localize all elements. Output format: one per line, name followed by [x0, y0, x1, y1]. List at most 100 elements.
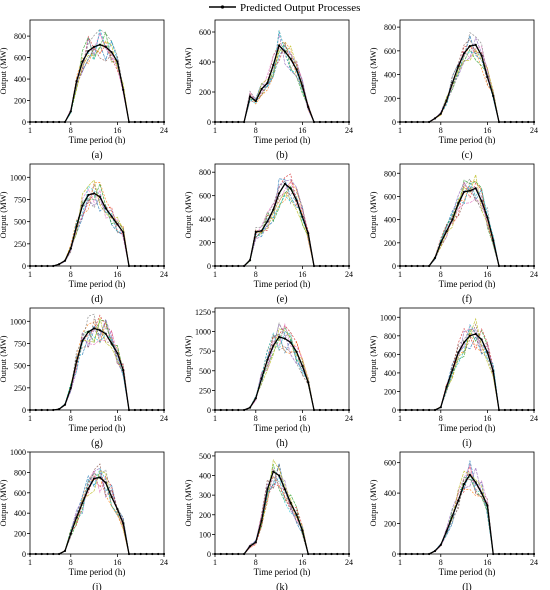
scenario-line: [30, 40, 164, 122]
scenario-line: [215, 192, 349, 266]
predicted-point: [116, 60, 119, 64]
scenario-line: [30, 329, 164, 410]
predicted-point: [457, 499, 460, 502]
scenario-line: [215, 464, 349, 554]
scenario-line: [215, 476, 349, 554]
scenario-line: [215, 322, 349, 410]
predicted-line: [400, 44, 534, 123]
scenario-line: [215, 33, 349, 122]
scenario-line: [30, 476, 164, 554]
y-tick-label: 400: [199, 472, 211, 481]
x-tick-label: 16: [113, 126, 121, 135]
predicted-point: [439, 112, 442, 115]
x-tick-label: 1: [28, 126, 32, 135]
predicted-point: [248, 545, 252, 548]
predicted-point: [110, 51, 113, 54]
y-axis-label: Output (MW): [368, 191, 378, 238]
y-axis-label: Output (MW): [183, 335, 193, 382]
y-tick-label: 400: [384, 216, 396, 225]
chart-legend: Predicted Output Processes: [209, 2, 360, 14]
y-tick-label: 400: [199, 58, 211, 67]
predicted-point: [439, 241, 442, 244]
x-tick-label: 8: [69, 414, 73, 423]
predicted-point: [254, 541, 257, 544]
y-axis-label: Output (MW): [0, 47, 8, 94]
x-axis-label: Time period (h): [254, 135, 311, 145]
y-tick-label: 200: [14, 530, 26, 539]
predicted-point: [301, 84, 304, 88]
y-tick-label: 400: [14, 75, 26, 84]
y-tick-label: 250: [14, 240, 26, 249]
predicted-point: [480, 492, 483, 495]
y-tick-label: 100: [199, 530, 211, 539]
chart-panel: 1 8 16 24 0 200 400 600 800 Output (MW) Time perio…: [183, 163, 353, 305]
plot-frame: [214, 451, 350, 555]
scenario-line: [400, 185, 534, 266]
scenario-line: [400, 478, 534, 554]
plot-frame: [214, 19, 350, 123]
predicted-point: [81, 204, 84, 207]
scenario-line: [400, 328, 534, 410]
x-tick-label: 1: [213, 126, 217, 135]
scenario-line: [30, 470, 164, 554]
scenario-line: [30, 318, 164, 410]
predicted-line: [30, 44, 164, 123]
scenario-line: [215, 179, 349, 266]
scenario-line: [400, 466, 534, 554]
scenario-lines: [215, 30, 349, 122]
scenario-line: [30, 463, 164, 554]
scenario-line: [30, 39, 164, 122]
panel-label: (f): [462, 294, 472, 305]
predicted-point: [254, 397, 257, 400]
y-tick-label: 0: [22, 262, 26, 271]
predicted-line: [215, 336, 349, 411]
y-axis-label: Output (MW): [368, 335, 378, 382]
x-tick-label: 16: [113, 558, 121, 567]
y-tick-label: 600: [384, 192, 396, 201]
predicted-point: [289, 187, 292, 190]
y-tick-label: 800: [199, 168, 211, 177]
y-tick-label: 0: [207, 118, 211, 127]
plot-frame: [29, 19, 165, 123]
scenario-line: [30, 47, 164, 122]
y-tick-label: 200: [384, 520, 396, 529]
predicted-point: [260, 87, 263, 91]
predicted-point: [492, 239, 495, 242]
y-tick-label: 0: [207, 406, 211, 415]
y-tick-label: 500: [199, 367, 211, 376]
predicted-point: [468, 334, 471, 337]
predicted-point: [260, 229, 263, 232]
predicted-point: [301, 215, 304, 218]
predicted-point: [283, 182, 286, 185]
predicted-point: [87, 50, 90, 53]
scenario-line: [215, 330, 349, 410]
y-axis-label: Output (MW): [183, 479, 193, 526]
predicted-point: [433, 549, 437, 553]
scenario-line: [215, 185, 349, 266]
predicted-point: [492, 370, 495, 373]
panel-label: (i): [462, 438, 471, 449]
predicted-point: [301, 365, 304, 368]
scenario-line: [30, 192, 164, 266]
scenario-line: [215, 188, 349, 266]
predicted-point: [69, 386, 72, 389]
y-tick-label: 0: [207, 262, 211, 271]
chart-panel: 1 8 16 24 0 250 500 750 1000 1250 Output (MW) Time …: [183, 307, 353, 449]
predicted-point: [474, 187, 477, 190]
scenario-line: [215, 30, 349, 122]
predicted-point: [87, 330, 90, 333]
predicted-point: [278, 335, 281, 339]
predicted-line: [215, 44, 349, 123]
predicted-point: [81, 60, 84, 64]
x-tick-label: 8: [69, 270, 73, 279]
y-tick-label: 750: [14, 339, 26, 348]
scenario-line: [215, 178, 349, 266]
scenario-line: [400, 46, 534, 122]
y-axis-label: Output (MW): [183, 47, 193, 94]
predicted-line: [30, 476, 164, 555]
x-tick-label: 1: [28, 414, 32, 423]
predicted-point: [260, 519, 263, 522]
x-axis-label: Time period (h): [69, 567, 126, 577]
x-tick-label: 8: [254, 126, 258, 135]
x-axis-label: Time period (h): [254, 279, 311, 289]
